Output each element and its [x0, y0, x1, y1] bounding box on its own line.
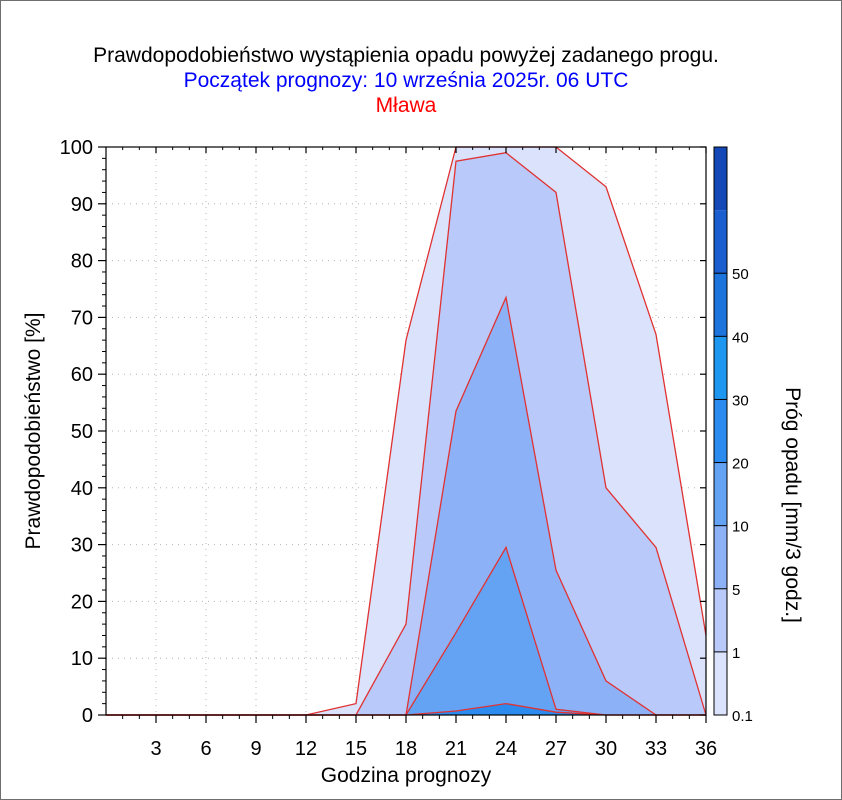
- x-tick-label: 9: [250, 738, 261, 760]
- colorbar-tick-label: 5: [732, 582, 740, 599]
- x-tick-label: 30: [595, 738, 617, 760]
- chart-location: Mława: [376, 94, 437, 117]
- colorbar-tick-label: 30: [732, 392, 749, 409]
- y-tick-label: 70: [71, 307, 93, 329]
- colorbar-tick-label: 1: [732, 645, 740, 662]
- chart-title: Prawdopodobieństwo wystąpienia opadu pow…: [93, 44, 719, 67]
- x-tick-label: 21: [445, 738, 467, 760]
- y-tick-label: 20: [71, 591, 93, 613]
- colorbar-segment: [714, 525, 727, 589]
- colorbar-tick-label: 0.1: [732, 708, 753, 725]
- x-tick-label: 6: [200, 738, 211, 760]
- x-tick-label: 12: [295, 738, 317, 760]
- x-tick-label: 24: [495, 738, 517, 760]
- colorbar-segment: [714, 588, 727, 652]
- y-tick-label: 100: [60, 137, 93, 159]
- colorbar-segment: [714, 273, 727, 337]
- x-tick-label: 33: [645, 738, 667, 760]
- colorbar-segment: [714, 336, 727, 400]
- colorbar-segment: [714, 210, 727, 274]
- y-tick-label: 90: [71, 194, 93, 216]
- x-tick-label: 27: [545, 738, 567, 760]
- colorbar-tick-label: 50: [732, 266, 749, 283]
- y-tick-label: 40: [71, 478, 93, 500]
- x-tick-label: 36: [695, 738, 717, 760]
- y-axis-label: Prawdopodobieństwo [%]: [22, 313, 45, 550]
- colorbar-tick-label: 40: [732, 329, 749, 346]
- colorbar-tick-label: 20: [732, 456, 749, 473]
- y-tick-label: 80: [71, 251, 93, 273]
- y-tick-label: 0: [82, 705, 93, 727]
- colorbar-segment: [714, 651, 727, 715]
- colorbar-segment: [714, 147, 727, 211]
- area-threshold-5: [106, 297, 706, 715]
- colorbar-tick-label: 10: [732, 519, 749, 536]
- colorbar-segment: [714, 399, 727, 463]
- colorbar-segment: [714, 462, 727, 526]
- y-tick-label: 30: [71, 535, 93, 557]
- x-tick-label: 3: [150, 738, 161, 760]
- chart-subtitle: Początek prognozy: 10 września 2025r. 06…: [184, 69, 629, 92]
- colorbar-label: Próg opadu [mm/3 godz.]: [781, 387, 804, 623]
- x-tick-label: 18: [395, 738, 417, 760]
- y-tick-label: 60: [71, 364, 93, 386]
- y-tick-label: 10: [71, 648, 93, 670]
- x-axis-label: Godzina prognozy: [321, 764, 492, 787]
- x-tick-label: 15: [345, 738, 367, 760]
- colorbar: 0.1 1 5 10 20 30 40 50: [713, 146, 753, 725]
- y-tick-label: 50: [71, 421, 93, 443]
